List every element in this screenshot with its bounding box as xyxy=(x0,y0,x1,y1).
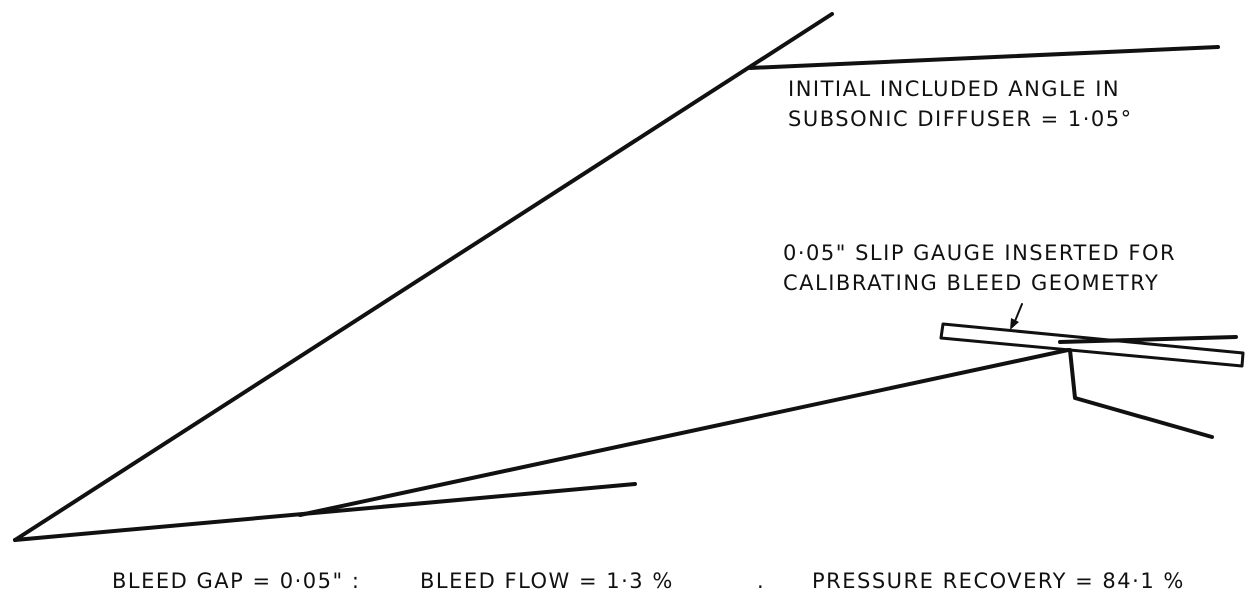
annotation: INITIAL INCLUDED ANGLE IN xyxy=(788,77,1120,101)
caption: BLEED GAP = 0·05" : xyxy=(112,569,360,593)
ramp-line xyxy=(13,12,834,542)
annotation: SUBSONIC DIFFUSER = 1·05° xyxy=(788,107,1133,131)
slip-gauge xyxy=(939,322,1245,368)
arrow-head xyxy=(1010,318,1019,330)
annotation: CALIBRATING BLEED GEOMETRY xyxy=(783,271,1159,295)
caption: BLEED FLOW = 1·3 % xyxy=(420,569,674,593)
cowl-line xyxy=(748,45,1220,70)
bleed-duct xyxy=(1068,348,1214,439)
caption: PRESSURE RECOVERY = 84·1 % xyxy=(812,569,1185,593)
lip-line xyxy=(1058,335,1238,344)
centerbody-line xyxy=(298,348,1070,517)
annotation: 0·05" SLIP GAUGE INSERTED FOR xyxy=(783,241,1176,265)
caption: . xyxy=(757,569,765,593)
base-line xyxy=(13,482,637,542)
